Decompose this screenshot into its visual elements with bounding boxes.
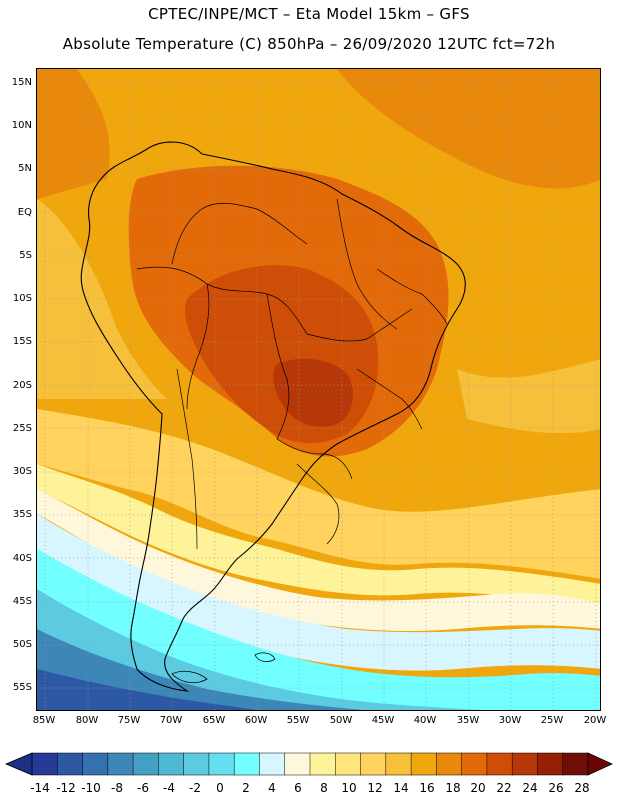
lat-label: EQ — [17, 207, 32, 218]
lon-label: 30W — [498, 715, 522, 726]
colorbar-tick-label: -6 — [137, 781, 149, 795]
field-20-22-north-atlantic — [337, 69, 600, 189]
colorbar-cell — [410, 752, 437, 776]
colorbar-tick-label: 8 — [320, 781, 328, 795]
lon-label: 50W — [329, 715, 353, 726]
lat-label: 55S — [12, 682, 32, 693]
colorbar-tick-label: 24 — [522, 781, 538, 795]
colorbar-tick-label: -12 — [56, 781, 76, 795]
colorbar-tick-label: 2 — [242, 781, 250, 795]
colorbar-tick-label: 6 — [294, 781, 302, 795]
colorbar-cell — [183, 752, 210, 776]
lat-label: 35S — [12, 509, 32, 520]
colorbar-cell — [385, 752, 412, 776]
colorbar — [4, 752, 613, 776]
lon-label: 65W — [202, 715, 226, 726]
lon-label: 55W — [286, 715, 310, 726]
lat-label: 45S — [12, 596, 32, 607]
field-10-12-band — [37, 464, 600, 609]
lon-label: 45W — [371, 715, 395, 726]
lat-label: 5N — [18, 163, 32, 174]
colorbar-tick-label: 18 — [445, 781, 461, 795]
field-4-6-band — [37, 514, 600, 671]
colorbar-cell — [208, 752, 235, 776]
lon-label: 75W — [117, 715, 141, 726]
colorbar-cell — [158, 752, 185, 776]
lat-label: 30S — [12, 466, 32, 477]
colorbar-cell — [309, 752, 336, 776]
colorbar-cell — [259, 752, 286, 776]
lon-label: 25W — [540, 715, 564, 726]
colorbar-tick-label: -8 — [111, 781, 123, 795]
colorbar-tick-label: 16 — [419, 781, 435, 795]
lon-label: 20W — [583, 715, 607, 726]
lat-label: 15N — [11, 77, 32, 88]
colorbar-cell — [31, 752, 58, 776]
colorbar-cell — [132, 752, 159, 776]
map-title: CPTEC/INPE/MCT – Eta Model 15km – GFS — [148, 5, 470, 23]
lon-label: 40W — [413, 715, 437, 726]
lon-label: 80W — [75, 715, 99, 726]
lat-label: 15S — [12, 336, 32, 347]
colorbar-tick-label: 28 — [574, 781, 590, 795]
field-26-28-core — [273, 358, 353, 427]
map-subtitle: Absolute Temperature (C) 850hPa – 26/09/… — [62, 35, 556, 53]
lat-label: 10S — [12, 293, 32, 304]
colorbar-cell — [562, 752, 589, 776]
colorbar-cell — [537, 752, 564, 776]
lat-label: 5S — [19, 250, 32, 261]
field-6-8-band — [37, 489, 600, 631]
lat-label: 10N — [11, 120, 32, 131]
colorbar-high-arrow — [587, 752, 613, 776]
field-20-22-north-pacific — [37, 69, 110, 199]
colorbar-cell — [461, 752, 488, 776]
colorbar-tick-label: 22 — [496, 781, 512, 795]
colorbar-low-arrow — [4, 752, 33, 776]
colorbar-cell — [486, 752, 513, 776]
colorbar-cell — [335, 752, 362, 776]
colorbar-cell — [57, 752, 84, 776]
colorbar-tick-label: -10 — [81, 781, 101, 795]
colorbar-cell — [511, 752, 538, 776]
colorbar-cell — [107, 752, 134, 776]
tierra-del-fuego — [171, 670, 208, 684]
lat-label: 40S — [12, 553, 32, 564]
colorbar-tick-label: 12 — [367, 781, 383, 795]
colorbar-tick-label: 14 — [393, 781, 409, 795]
map-plot — [37, 69, 600, 710]
lat-label: 25S — [12, 423, 32, 434]
field-16-18-atlantic — [457, 359, 600, 434]
colorbar-tick-label: 4 — [268, 781, 276, 795]
borders — [136, 198, 448, 550]
colorbar-cell — [284, 752, 311, 776]
lat-label: 50S — [12, 639, 32, 650]
colorbar-cells — [31, 752, 589, 776]
field-14-16-band — [37, 409, 600, 579]
colorbar-tick-label: -2 — [189, 781, 201, 795]
colorbar-cell — [82, 752, 109, 776]
temperature-map — [36, 68, 601, 711]
colorbar-tick-label: -14 — [30, 781, 50, 795]
lon-label: 85W — [32, 715, 56, 726]
field-minus8-band — [37, 669, 255, 710]
colorbar-cell — [436, 752, 463, 776]
lon-label: 60W — [244, 715, 268, 726]
colorbar-tick-label: 26 — [548, 781, 564, 795]
colorbar-cell — [360, 752, 387, 776]
lon-label: 35W — [456, 715, 480, 726]
lat-label: 20S — [12, 380, 32, 391]
falkland-islands — [254, 652, 276, 663]
colorbar-tick-label: 10 — [341, 781, 357, 795]
lon-label: 70W — [159, 715, 183, 726]
colorbar-tick-label: 0 — [216, 781, 224, 795]
colorbar-tick-label: -4 — [163, 781, 175, 795]
colorbar-tick-label: 20 — [470, 781, 486, 795]
coastline — [80, 141, 466, 692]
colorbar-cell — [233, 752, 260, 776]
